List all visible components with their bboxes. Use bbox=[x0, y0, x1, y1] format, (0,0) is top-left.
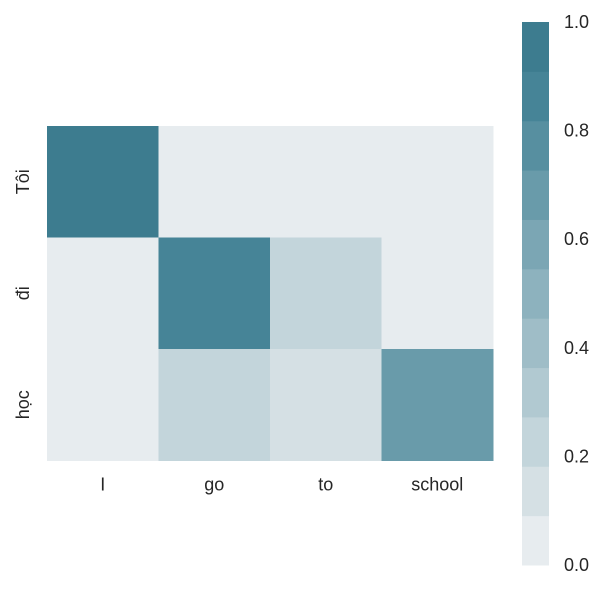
heatmap-cells bbox=[47, 126, 494, 461]
colorbar-tick-label: 0.2 bbox=[564, 446, 589, 466]
colorbar-tick-labels: 0.0 0.2 0.4 0.6 0.8 1.0 bbox=[564, 12, 589, 575]
colorbar-swatch bbox=[522, 22, 549, 72]
x-tick-label: school bbox=[411, 475, 463, 495]
colorbar-swatch bbox=[522, 71, 549, 122]
y-tick-labels: Tôi đi học bbox=[13, 169, 33, 419]
colorbar-tick-label: 1.0 bbox=[564, 12, 589, 32]
heatmap-cell-đi-go bbox=[158, 237, 271, 350]
y-tick-label: học bbox=[13, 390, 33, 419]
colorbar-tick-label: 0.8 bbox=[564, 121, 589, 141]
heatmap-cell-đi-to bbox=[270, 237, 382, 350]
heatmap-cell-đi-I bbox=[47, 237, 159, 350]
x-tick-label: I bbox=[100, 475, 105, 495]
colorbar-tick-label: 0.6 bbox=[564, 229, 589, 249]
colorbar-swatch bbox=[522, 318, 549, 369]
colorbar-swatch bbox=[522, 367, 549, 418]
heatmap-cell-học-go bbox=[158, 349, 271, 461]
colorbar-tick-label: 0.4 bbox=[564, 338, 589, 358]
heatmap-cell-Tôi-go bbox=[158, 126, 271, 238]
x-tick-label: to bbox=[318, 475, 333, 495]
colorbar-tick-label: 0.0 bbox=[564, 555, 589, 575]
colorbar-swatch bbox=[522, 219, 549, 270]
x-tick-label: go bbox=[204, 475, 224, 495]
colorbar-swatch bbox=[522, 170, 549, 220]
colorbar-swatch bbox=[522, 515, 549, 566]
heatmap-cell-Tôi-school bbox=[381, 126, 494, 238]
colorbar-swatch bbox=[522, 268, 549, 319]
colorbar-swatch bbox=[522, 120, 549, 171]
heatmap-cell-học-school bbox=[381, 349, 494, 461]
colorbar: 0.0 0.2 0.4 0.6 0.8 1.0 bbox=[522, 12, 589, 575]
y-tick-label: đi bbox=[13, 286, 33, 300]
heatmap-cell-Tôi-to bbox=[270, 126, 382, 238]
y-tick-label: Tôi bbox=[13, 169, 33, 194]
heatmap-cell-học-to bbox=[270, 349, 382, 461]
colorbar-swatches bbox=[522, 22, 549, 566]
heatmap-cell-đi-school bbox=[381, 237, 494, 350]
heatmap-cell-học-I bbox=[47, 349, 159, 461]
colorbar-swatch bbox=[522, 416, 549, 467]
heatmap-cell-Tôi-I bbox=[47, 126, 159, 238]
colorbar-swatch bbox=[522, 466, 549, 517]
